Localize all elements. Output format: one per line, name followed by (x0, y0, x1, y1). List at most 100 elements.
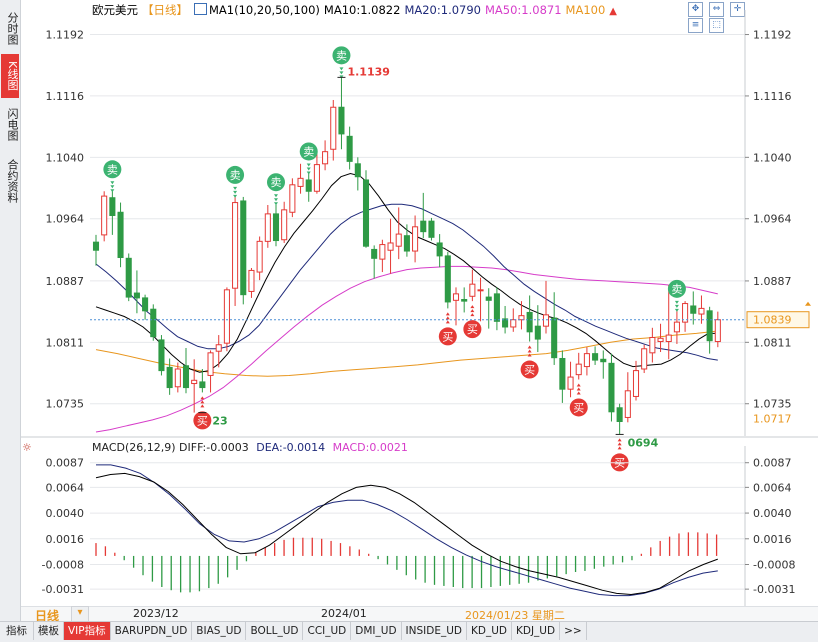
tab-indicators[interactable]: 指标 (0, 622, 34, 640)
macd-y-tick-label: 0.0064 (753, 481, 792, 494)
settings-icon[interactable]: ≡ (688, 18, 703, 33)
macd-settings-icon[interactable]: ☼ (22, 441, 32, 454)
tab-barupdn[interactable]: BARUPDN_UD (111, 622, 193, 640)
tab-boll[interactable]: BOLL_UD (246, 622, 304, 640)
y-tick-label: 1.0735 (753, 398, 792, 411)
macd-histogram (95, 532, 718, 593)
sell-marker (226, 165, 245, 184)
y-tick-label-left: 1.1040 (46, 151, 85, 164)
buy-marker (463, 320, 482, 339)
sell-arrow-icon (110, 181, 115, 185)
buy-marker-label: 买 (442, 330, 453, 343)
candle-down (600, 358, 607, 363)
candle-up (649, 336, 656, 354)
sell-arrow-icon (674, 304, 679, 308)
sell-arrow-icon (339, 67, 344, 71)
current-price-box (746, 311, 810, 329)
macd-y-tick-label: 0.0016 (753, 533, 792, 546)
sell-arrow-icon (233, 194, 238, 198)
candle-up (232, 202, 239, 289)
tab-cci[interactable]: CCI_UD (303, 622, 352, 640)
buy-arrow-icon (576, 383, 581, 387)
sell-marker-label: 卖 (271, 176, 282, 189)
buy-marker-label: 买 (197, 414, 208, 427)
candle-down (608, 362, 615, 413)
buy-arrow-icon (470, 305, 475, 309)
buy-arrow-icon (576, 391, 581, 395)
macd-y-tick-label-left: 0.0040 (46, 507, 85, 520)
low-price-label: 23 (212, 415, 227, 428)
tab-contract-info[interactable]: 合约资料 (6, 159, 19, 203)
buy-arrow-icon (617, 442, 622, 446)
candle-down (526, 311, 533, 333)
ma100-value: MA100 (565, 3, 606, 17)
period-label[interactable]: 【日线】 (142, 3, 188, 17)
macd-y-tick-label-left: 0.0064 (46, 481, 85, 494)
tab-kline[interactable]: K线图 (1, 54, 19, 98)
sell-arrow-icon (674, 300, 679, 304)
sell-arrow-icon (233, 186, 238, 190)
candle-up (297, 177, 304, 187)
macd-value: MACD:0.0021 (332, 441, 408, 454)
macd-lines (95, 464, 718, 597)
tab-lightning[interactable]: 闪电图 (6, 107, 19, 141)
y-tick-label: 1.0811 (753, 336, 792, 349)
macd-title: MACD(26,12,9) (92, 441, 176, 454)
macd-y-tick-label: -0.0031 (753, 583, 795, 596)
candle-down (493, 293, 500, 322)
candle-up (714, 319, 721, 343)
candle-down (240, 200, 247, 296)
tab-bias[interactable]: BIAS_UD (192, 622, 247, 640)
candle-up (313, 164, 320, 192)
candle-up (510, 319, 517, 328)
price-up-arrow-icon (805, 301, 811, 306)
candle-up (632, 370, 640, 397)
candle-down (150, 308, 157, 338)
sell-arrow-icon (306, 163, 311, 167)
y-tick-label-left: 1.0735 (46, 398, 85, 411)
move-icon[interactable]: ✛ (730, 2, 745, 17)
macd-axis: 0.0087 0.0087 0.0064 0.0064 0.0040 0.0040 0.00… (42, 457, 796, 596)
tab-kdj[interactable]: KDJ_UD (512, 622, 561, 640)
macd-y-tick-label-left: 0.0087 (46, 457, 85, 470)
macd-grid (90, 446, 746, 606)
date-tick-dec: 2023/12 (133, 607, 179, 620)
tab-templates[interactable]: 模板 (34, 622, 64, 640)
macd-y-tick-label-left: -0.0008 (42, 559, 84, 572)
screenshot-icon[interactable]: ⬚ (709, 18, 724, 33)
cursor-date: 2024/01/23 星期二 (465, 609, 565, 622)
candle-up (248, 269, 255, 292)
candle-up (665, 334, 672, 343)
candle-up (469, 283, 476, 297)
tab-timeshare[interactable]: 分时图 (6, 11, 19, 45)
tab-vip-indicators[interactable]: VIP指标 (64, 622, 111, 640)
candle-down (690, 305, 697, 314)
tab-more[interactable]: >> (560, 622, 587, 640)
ma-params: MA1(10,20,50,100) (209, 3, 320, 17)
candle-down (362, 179, 370, 247)
sell-marker (299, 142, 318, 161)
y-tick-label: 1.1040 (753, 151, 792, 164)
macd-y-tick-label-left: -0.0031 (42, 583, 84, 596)
sell-marker-label: 卖 (230, 169, 241, 182)
signal-markers: 卖卖卖卖卖卖买买买买买买1.1139230694 (103, 46, 686, 472)
candle-down (133, 292, 140, 299)
candle-up (215, 344, 222, 352)
sell-arrow-icon (674, 308, 679, 312)
period-button[interactable]: 日线 (35, 609, 60, 623)
high-price-label: 1.1139 (347, 65, 389, 78)
buy-marker-label: 买 (524, 364, 535, 377)
ma-indicator-icon[interactable] (194, 3, 207, 15)
candle-up (191, 379, 198, 385)
ma20-value: MA20:1.0790 (404, 3, 481, 17)
candle-up (223, 289, 230, 344)
tab-dmi[interactable]: DMI_UD (351, 622, 402, 640)
candle-down (125, 257, 132, 298)
buy-arrow-icon (200, 404, 205, 408)
chart-canvas[interactable]: 卖卖卖卖卖卖买买买买买买1.1139230694 1.11921.11921.1… (0, 0, 818, 606)
candle-down (371, 248, 378, 259)
tab-inside[interactable]: INSIDE_UD (402, 622, 467, 640)
toolbar-icons: ✥ ⇔ ✛≡ ⬚ (682, 1, 748, 33)
y-tick-label-left: 1.0964 (46, 213, 85, 226)
tab-kd[interactable]: KD_UD (467, 622, 512, 640)
